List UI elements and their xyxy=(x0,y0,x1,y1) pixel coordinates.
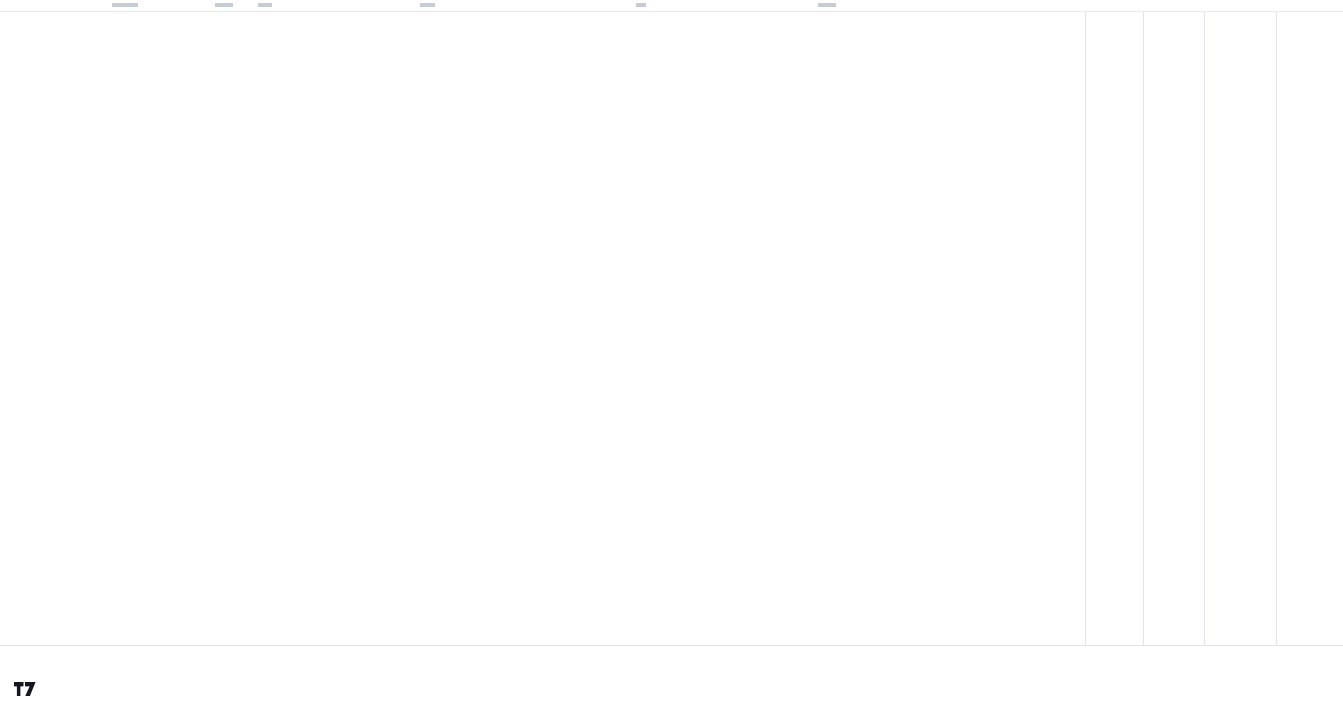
price-scale-c[interactable] xyxy=(1205,0,1276,645)
legend-usdcnh[interactable] xyxy=(15,49,55,67)
price-scale-a[interactable] xyxy=(1086,0,1143,645)
scale-divider xyxy=(1204,0,1205,672)
scale-divider xyxy=(1143,0,1144,672)
tradingview-logo[interactable] xyxy=(14,682,41,697)
price-scale-b[interactable] xyxy=(1144,0,1204,645)
clipped-toolbar-fragment xyxy=(818,3,836,7)
clipped-toolbar-strip xyxy=(0,0,1343,12)
pane-divider xyxy=(1085,0,1086,672)
clipped-toolbar-fragment xyxy=(258,3,272,7)
clipped-toolbar-fragment xyxy=(420,3,435,7)
main-chart-canvas[interactable] xyxy=(0,0,1085,645)
chart-legend xyxy=(15,14,55,84)
time-scale[interactable] xyxy=(0,645,1343,673)
clipped-toolbar-fragment xyxy=(112,3,138,7)
legend-gbpusd[interactable] xyxy=(15,14,55,32)
chart-pane[interactable] xyxy=(0,0,1085,645)
clipped-toolbar-fragment xyxy=(215,3,233,7)
legend-gb02y[interactable] xyxy=(15,32,55,50)
legend-es[interactable] xyxy=(15,67,55,85)
scale-divider xyxy=(1276,0,1277,672)
tradingview-logo-icon xyxy=(14,682,36,696)
price-scale-d[interactable] xyxy=(1277,0,1343,645)
footer-bar xyxy=(0,672,1343,707)
clipped-toolbar-fragment xyxy=(636,3,646,7)
